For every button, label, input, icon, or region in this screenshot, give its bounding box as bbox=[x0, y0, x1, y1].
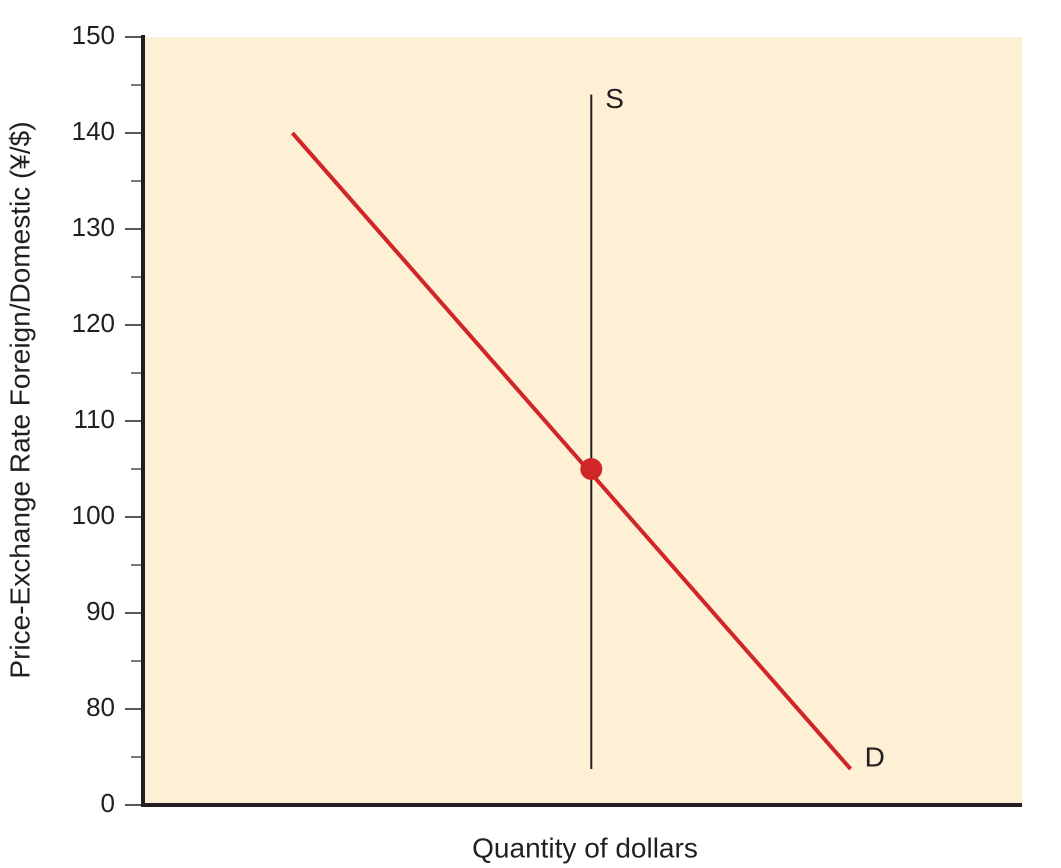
y-tick-label: 100 bbox=[72, 500, 115, 530]
x-axis-title: Quantity of dollars bbox=[472, 832, 698, 863]
y-tick-label: 150 bbox=[72, 20, 115, 50]
y-tick-label: 120 bbox=[72, 308, 115, 338]
series-name: D bbox=[865, 741, 885, 772]
y-tick-label: 110 bbox=[74, 404, 115, 434]
y-tick-label: 140 bbox=[72, 116, 115, 146]
series-line bbox=[290, 131, 853, 771]
y-axis-title: Price-Exchange Rate Foreign/Domestic (¥/… bbox=[4, 121, 35, 678]
y-tick-label: 130 bbox=[72, 212, 115, 242]
series-name: S bbox=[605, 83, 624, 114]
y-tick-label: 0 bbox=[101, 788, 115, 818]
plot-background bbox=[143, 37, 1022, 805]
y-tick-label: 80 bbox=[86, 692, 115, 722]
y-tick-label: 90 bbox=[86, 596, 115, 626]
equilibrium-point bbox=[580, 458, 603, 480]
